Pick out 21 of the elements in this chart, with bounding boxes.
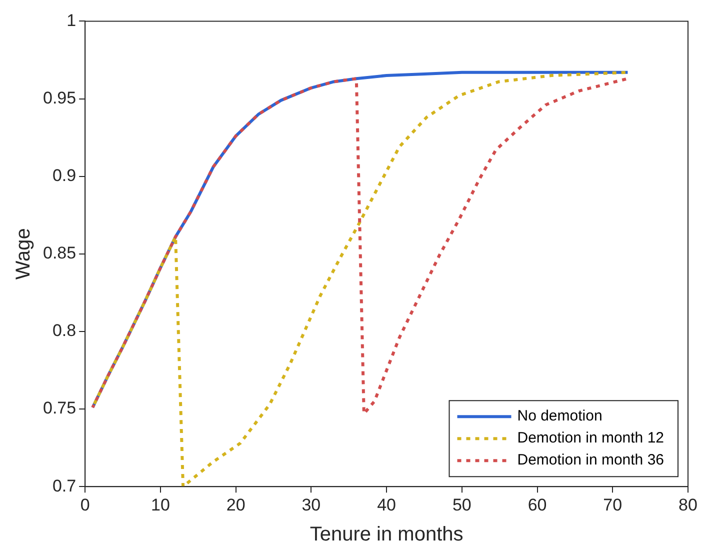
y-tick-label: 1 — [66, 10, 76, 30]
x-axis-title: Tenure in months — [310, 524, 464, 546]
x-tick-label: 20 — [226, 495, 246, 514]
x-tick-label: 50 — [452, 495, 472, 514]
x-tick-label: 0 — [80, 495, 90, 514]
y-axis-title: Wage — [12, 228, 35, 280]
legend-label: No demotion — [517, 408, 602, 425]
y-tick-label: 0.9 — [52, 166, 76, 186]
y-tick-label: 0.85 — [42, 244, 76, 263]
legend-label: Demotion in month 36 — [517, 452, 664, 469]
y-tick-label: 0.8 — [52, 321, 76, 340]
y-tick-label: 0.7 — [52, 476, 76, 496]
x-tick-label: 10 — [150, 495, 170, 514]
legend-label: Demotion in month 12 — [517, 430, 664, 447]
x-tick-label: 60 — [528, 495, 547, 514]
x-tick-label: 70 — [603, 495, 622, 514]
x-tick-label: 80 — [678, 495, 698, 514]
y-tick-label: 0.75 — [42, 398, 76, 418]
x-tick-label: 40 — [377, 495, 396, 514]
y-tick-label: 0.95 — [42, 88, 76, 108]
x-tick-label: 30 — [302, 495, 321, 514]
